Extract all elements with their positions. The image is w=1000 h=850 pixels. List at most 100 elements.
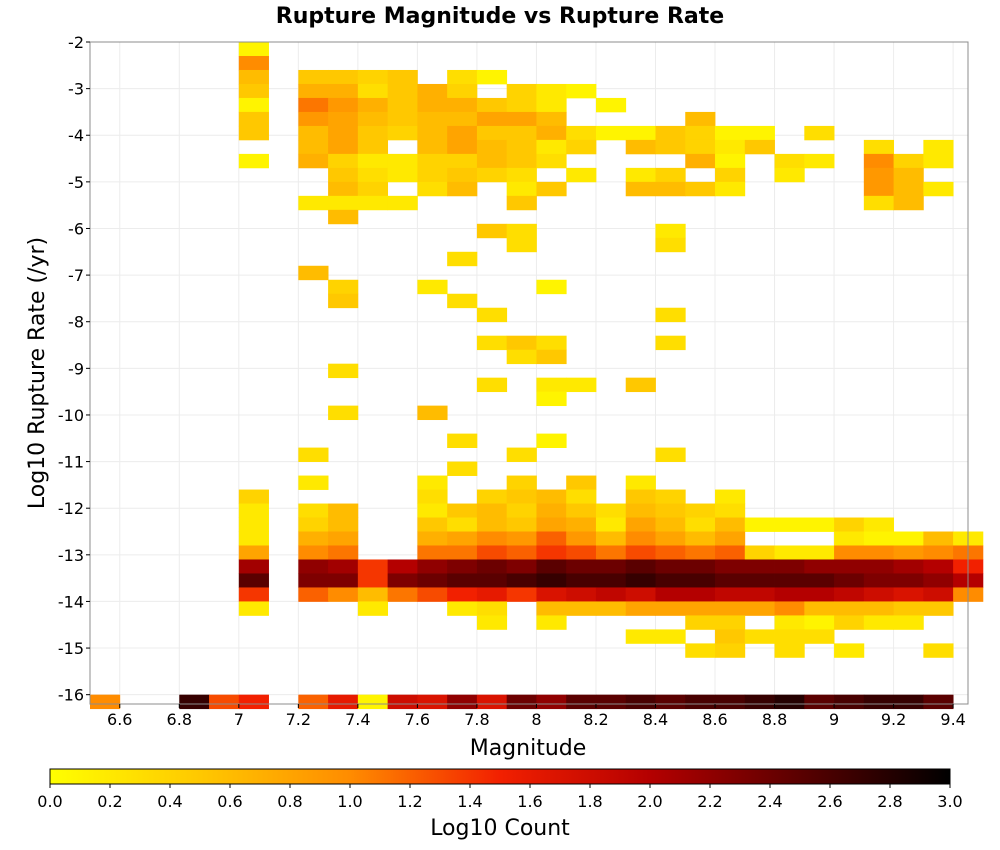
heatmap-cell <box>328 503 359 518</box>
y-tick-label: -11 <box>58 453 84 472</box>
heatmap-cell <box>595 517 627 532</box>
heatmap-cell <box>566 517 597 532</box>
heatmap-cell <box>685 503 716 518</box>
x-tick-label: 9 <box>829 710 839 729</box>
heatmap-cell <box>685 615 716 630</box>
heatmap-cell <box>715 545 746 560</box>
heatmap-cell <box>893 531 924 546</box>
heatmap-cell <box>715 517 746 532</box>
heatmap-cell <box>476 559 508 574</box>
heatmap-cell <box>834 573 865 588</box>
heatmap-cell <box>298 587 329 602</box>
heatmap-cell <box>655 587 686 602</box>
heatmap-cell <box>506 111 537 127</box>
heatmap-cell <box>328 531 359 546</box>
heatmap-cell <box>238 69 269 85</box>
heatmap-cell <box>417 167 448 183</box>
heatmap-cell <box>863 531 894 546</box>
heatmap-cell <box>685 694 716 710</box>
heatmap-cell <box>298 97 329 113</box>
heatmap-cell <box>625 573 656 588</box>
heatmap-cell <box>566 545 597 560</box>
heatmap-cell <box>536 181 567 197</box>
heatmap-cell <box>387 69 418 85</box>
y-tick-label: -4 <box>68 126 84 145</box>
heatmap-cell <box>893 153 924 169</box>
heatmap-cell <box>625 629 656 644</box>
heatmap-cell <box>923 601 954 616</box>
heatmap-cell <box>834 517 865 532</box>
heatmap-cell <box>447 601 478 616</box>
heatmap-cell <box>566 489 597 504</box>
heatmap-cell <box>834 531 865 546</box>
heatmap-cell <box>476 615 508 630</box>
heatmap-cell <box>506 447 537 462</box>
heatmap-cell <box>506 517 537 532</box>
heatmap-cell <box>774 167 805 183</box>
heatmap-cell <box>476 223 508 239</box>
heatmap-cell <box>655 573 686 588</box>
colorbar-ticks: 0.0 0.2 0.4 0.6 0.8 1.0 1.2 1.4 1.6 1.8 2.0 2.2 2.4 2… <box>37 784 963 811</box>
heatmap-cell <box>655 545 686 560</box>
heatmap-cell <box>476 545 508 560</box>
heatmap-cell <box>417 153 448 169</box>
heatmap-cell <box>238 545 269 560</box>
heatmap-cell <box>298 447 329 462</box>
heatmap-cell <box>774 559 805 574</box>
heatmap-cell <box>447 517 478 532</box>
heatmap-cell <box>238 125 269 141</box>
heatmap-cell <box>387 587 418 602</box>
heatmap-cell <box>328 195 359 211</box>
heatmap-cell <box>715 573 746 588</box>
heatmap-cell <box>566 531 597 546</box>
heatmap-cell <box>655 503 686 518</box>
heatmap-cell <box>506 181 537 197</box>
heatmap-cell <box>834 559 865 574</box>
heatmap-cell <box>417 489 448 504</box>
heatmap-cell <box>804 153 835 169</box>
heatmap-cell <box>328 559 359 574</box>
colorbar-tick-label: 0.2 <box>97 792 122 811</box>
heatmap-cell <box>774 545 805 560</box>
heatmap-cell <box>357 69 389 85</box>
heatmap-cell <box>387 694 418 710</box>
heatmap-cell <box>715 125 746 141</box>
heatmap-cell <box>476 694 508 710</box>
heatmap-cell <box>298 694 329 710</box>
heatmap-cell <box>655 489 686 504</box>
heatmap-cell <box>893 545 924 560</box>
heatmap-cell <box>536 559 567 574</box>
heatmap-cell <box>209 694 240 710</box>
heatmap-cell <box>387 153 418 169</box>
heatmap-cell <box>715 559 746 574</box>
heatmap-cell <box>476 69 508 85</box>
heatmap-cell <box>655 125 686 141</box>
heatmap-cell <box>834 601 865 616</box>
heatmap-cell <box>328 153 359 169</box>
heatmap-cell <box>655 694 686 710</box>
y-tick-label: -8 <box>68 313 84 332</box>
heatmap-cell <box>506 489 537 504</box>
heatmap-cell <box>328 405 359 421</box>
heatmap-cell <box>715 489 746 504</box>
y-tick-label: -5 <box>68 173 84 192</box>
heatmap-cell <box>387 125 418 141</box>
heatmap-cell <box>595 573 627 588</box>
heatmap-cell <box>744 139 775 155</box>
x-tick-label: 8.6 <box>702 710 727 729</box>
heatmap-cell <box>447 573 478 588</box>
colorbar-tick-label: 2.6 <box>817 792 842 811</box>
heatmap-cell <box>744 545 775 560</box>
x-tick-label: 8.8 <box>762 710 787 729</box>
heatmap-cell <box>417 405 448 421</box>
heatmap-cell <box>447 181 478 197</box>
heatmap-cell <box>328 111 359 127</box>
heatmap-cell <box>298 265 329 281</box>
heatmap-cell <box>536 111 567 127</box>
heatmap-cell <box>476 335 508 351</box>
heatmap-cell <box>715 167 746 183</box>
heatmap-cell <box>863 545 894 560</box>
heatmap-cell <box>923 694 954 710</box>
heatmap-cell <box>655 167 686 183</box>
